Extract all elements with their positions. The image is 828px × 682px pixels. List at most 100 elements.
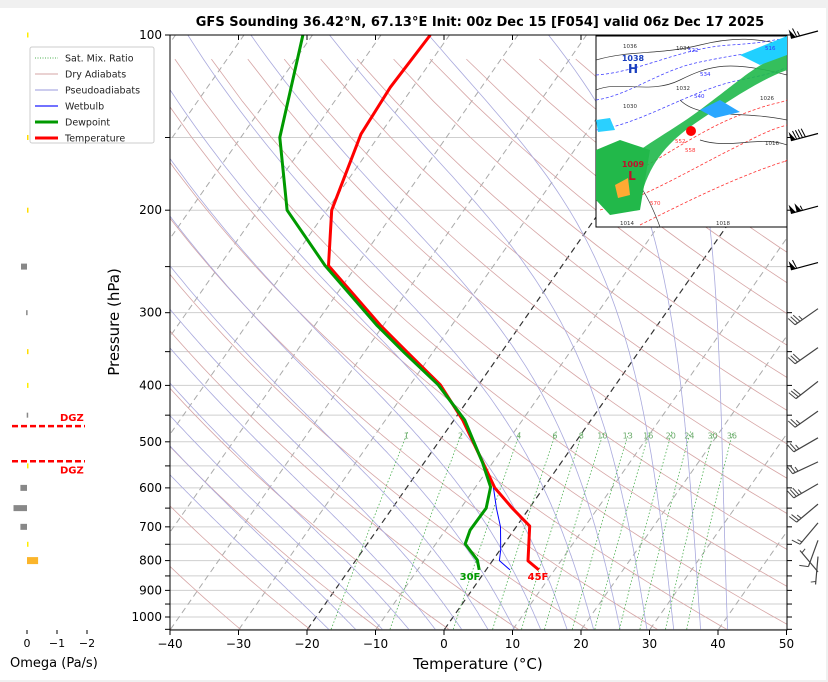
- y-axis-label: Pressure (hPa): [105, 268, 123, 376]
- map-contour-label: 1018: [716, 221, 730, 227]
- dry-adiabat: [170, 446, 380, 630]
- high-pressure-letter: H: [628, 62, 638, 76]
- wind-barb: [799, 548, 819, 573]
- wind-barb: [787, 483, 819, 499]
- pseudoadiabat: [170, 474, 329, 630]
- pseudoadiabat: [170, 308, 462, 630]
- dry-adiabat: [174, 58, 787, 587]
- pseudoadiabat: [170, 347, 436, 630]
- map-contour-label: 1034: [676, 46, 690, 52]
- labels: 1 2 4 6 8 10 13 16 20 24 30 36: [404, 432, 737, 441]
- dewpoint-profile: [278, 35, 493, 571]
- x-tick-label: −20: [294, 637, 319, 651]
- dry-adiabat: [247, 58, 787, 514]
- wind-barb: [787, 347, 819, 365]
- x-tick-label: 30: [642, 637, 657, 651]
- plot-frame: [169, 34, 788, 631]
- isotherm: [170, 35, 313, 240]
- wind-barb: [788, 259, 819, 271]
- legend-label: Temperature: [64, 134, 125, 145]
- isotherm: [581, 334, 787, 630]
- x-tick-label: 0: [440, 637, 448, 651]
- mixing-ratio-line: [330, 431, 409, 630]
- pseudoadiabat: [170, 89, 568, 630]
- y-tick-label: 700: [139, 520, 162, 534]
- pseudoadiabat: [548, 35, 701, 630]
- dry-adiabat: [211, 58, 787, 550]
- y-tick-label: 200: [139, 203, 162, 217]
- dry-adiabat: [320, 58, 787, 445]
- wind-barb: [787, 308, 819, 326]
- surface-dewpoint-label: 30F: [460, 572, 481, 583]
- map-contour-label: 540: [694, 94, 705, 100]
- legend-label: Dewpoint: [65, 118, 110, 129]
- wetbulb-profile: [493, 487, 511, 571]
- pseudoadiabat: [170, 415, 383, 630]
- pseudoadiabat: [170, 265, 489, 630]
- low-pressure-letter: L: [628, 169, 636, 183]
- map-contour-label: 1032: [676, 86, 690, 92]
- omega-bar: [20, 523, 27, 530]
- wind-barb: [788, 503, 819, 523]
- mixing-ratio-label: 6: [552, 432, 557, 441]
- wind-barb: [788, 380, 819, 400]
- omega-tick-label: −1: [49, 637, 65, 650]
- omega-bar: [21, 263, 27, 270]
- mixing-ratio-line: [544, 431, 605, 630]
- mixing-ratio-label: 36: [727, 432, 737, 441]
- wind-barb: [788, 128, 819, 142]
- legend-label: Sat. Mix. Ratio: [65, 54, 134, 65]
- pseudoadiabat: [170, 157, 541, 630]
- dry-adiabat: [170, 565, 241, 630]
- x-axis-label: Temperature (°C): [412, 655, 542, 673]
- omega-bar: [27, 541, 29, 547]
- omega-bar: [13, 505, 27, 512]
- legend-label: Wetbulb: [65, 102, 104, 113]
- pseudoadiabat: [428, 35, 675, 630]
- y-tick-label: 300: [139, 306, 162, 320]
- pseudoadiabat: [664, 35, 728, 630]
- dry-adiabat: [356, 58, 787, 411]
- y-tick-label: 800: [139, 554, 162, 568]
- omega-bar: [27, 134, 29, 140]
- y-tick-label: 500: [139, 435, 162, 449]
- x-tick-label: 50: [779, 637, 794, 651]
- mixing-ratio-label: 8: [579, 432, 584, 441]
- isotherm: [170, 35, 587, 630]
- y-tick-label: 100: [139, 28, 162, 42]
- mixing-ratio-line: [571, 431, 630, 630]
- mixing-ratio-line: [594, 431, 650, 630]
- dgz-label: DGZ: [60, 465, 84, 476]
- dgz-label: DGZ: [60, 413, 84, 424]
- pseudoadiabat: [250, 35, 621, 630]
- y-tick-label: 1000: [131, 610, 162, 624]
- omega-panel: 0 −1 −2 Omega (Pa/s) DGZ DGZ: [10, 32, 98, 671]
- mixing-ratio-line: [686, 431, 734, 630]
- mixing-ratio-label: 24: [684, 432, 694, 441]
- profiles: [278, 35, 540, 572]
- map-contour-label: 516: [765, 46, 776, 52]
- dry-adiabat: [466, 58, 787, 315]
- map-contour-label: 1030: [623, 104, 637, 110]
- wind-barb: [791, 522, 819, 545]
- mixing-ratio-label: 10: [597, 432, 607, 441]
- omega-bar: [20, 484, 27, 491]
- dry-adiabat: [170, 273, 589, 630]
- dry-adiabat: [170, 627, 172, 630]
- map-contour-label: 552: [675, 139, 686, 145]
- mixing-ratio-line: [639, 431, 691, 630]
- mixing-ratio-label: 16: [643, 432, 653, 441]
- x-tick-label: −10: [363, 637, 388, 651]
- pseudoadiabat: [329, 35, 648, 630]
- mixing-ratio-line: [521, 431, 584, 630]
- pseudoadiabat: [187, 35, 594, 630]
- omega-bar: [27, 349, 29, 355]
- legend: Sat. Mix. Ratio Dry Adiabats Pseudoadiabat…: [29, 46, 155, 145]
- y-tick-label: 600: [139, 481, 162, 495]
- isotherm: [512, 236, 787, 630]
- map-contour-label: 522: [688, 48, 699, 54]
- background-lines: [170, 35, 787, 630]
- dry-adiabat: [170, 330, 519, 630]
